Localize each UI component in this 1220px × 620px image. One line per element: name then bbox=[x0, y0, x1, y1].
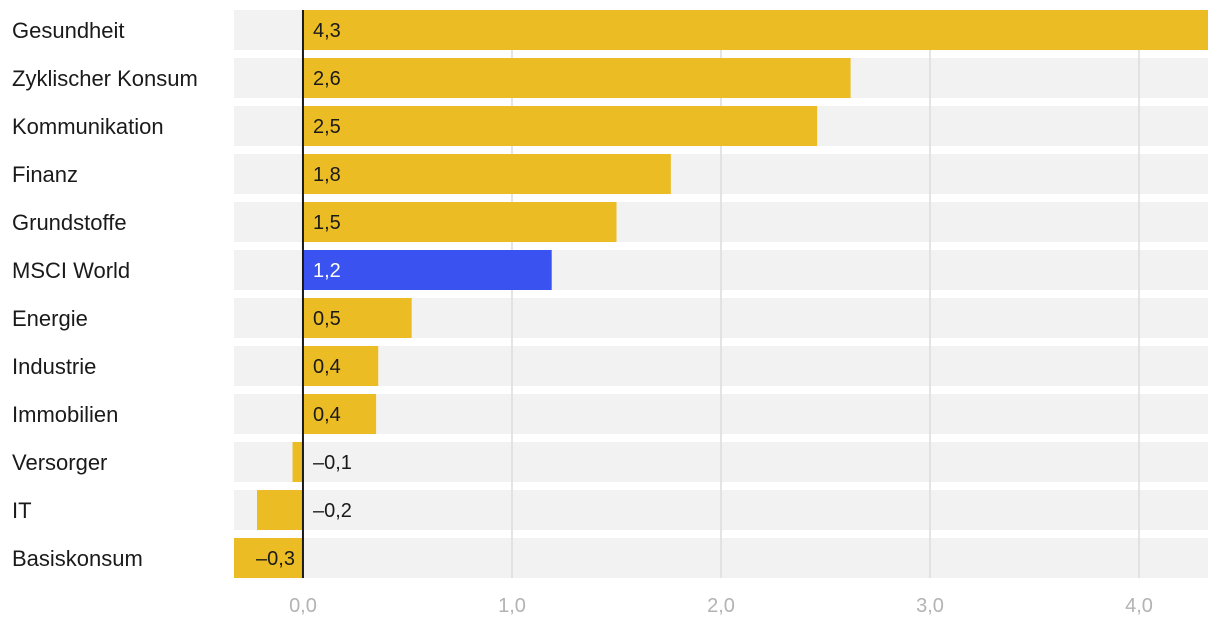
bar-versorger bbox=[292, 442, 303, 482]
category-label: IT bbox=[12, 498, 32, 523]
category-label: Gesundheit bbox=[12, 18, 125, 43]
bar-immobilien bbox=[302, 394, 377, 434]
value-label: 2,5 bbox=[313, 116, 341, 138]
value-label: 1,5 bbox=[313, 212, 341, 234]
bar-kommunikation bbox=[302, 106, 818, 146]
category-label: Zyklischer Konsum bbox=[12, 66, 198, 91]
value-label: –0,3 bbox=[256, 548, 295, 570]
bar-msci-world bbox=[302, 250, 552, 290]
category-label: Industrie bbox=[12, 354, 96, 379]
x-tick-label: 3,0 bbox=[916, 595, 944, 617]
bar-gesundheit bbox=[302, 10, 1208, 50]
x-tick-label: 1,0 bbox=[498, 595, 526, 617]
bar-zyklischer-konsum bbox=[302, 58, 851, 98]
value-label: 0,4 bbox=[313, 356, 341, 378]
category-label: Basiskonsum bbox=[12, 546, 143, 571]
x-tick-label: 2,0 bbox=[707, 595, 735, 617]
x-tick-label: 0,0 bbox=[289, 595, 317, 617]
value-label: 4,3 bbox=[313, 20, 341, 42]
value-label: –0,2 bbox=[313, 500, 352, 522]
value-label: 1,2 bbox=[313, 260, 341, 282]
category-label: Versorger bbox=[12, 450, 107, 475]
category-label: Energie bbox=[12, 306, 88, 331]
x-tick-label: 4,0 bbox=[1125, 595, 1153, 617]
category-label: Grundstoffe bbox=[12, 210, 127, 235]
bar-it bbox=[256, 490, 303, 530]
bar-industrie bbox=[302, 346, 379, 386]
bar-finanz bbox=[302, 154, 671, 194]
value-label: 0,5 bbox=[313, 308, 341, 330]
value-label: 1,8 bbox=[313, 164, 341, 186]
value-label: –0,1 bbox=[313, 452, 352, 474]
bar-grundstoffe bbox=[302, 202, 617, 242]
value-label: 0,4 bbox=[313, 404, 341, 426]
bar-energie bbox=[302, 298, 412, 338]
category-label: Finanz bbox=[12, 162, 78, 187]
category-label: Kommunikation bbox=[12, 114, 164, 139]
category-label: Immobilien bbox=[12, 402, 118, 427]
value-label: 2,6 bbox=[313, 68, 341, 90]
bar-basiskonsum bbox=[234, 538, 303, 578]
category-label: MSCI World bbox=[12, 258, 130, 283]
